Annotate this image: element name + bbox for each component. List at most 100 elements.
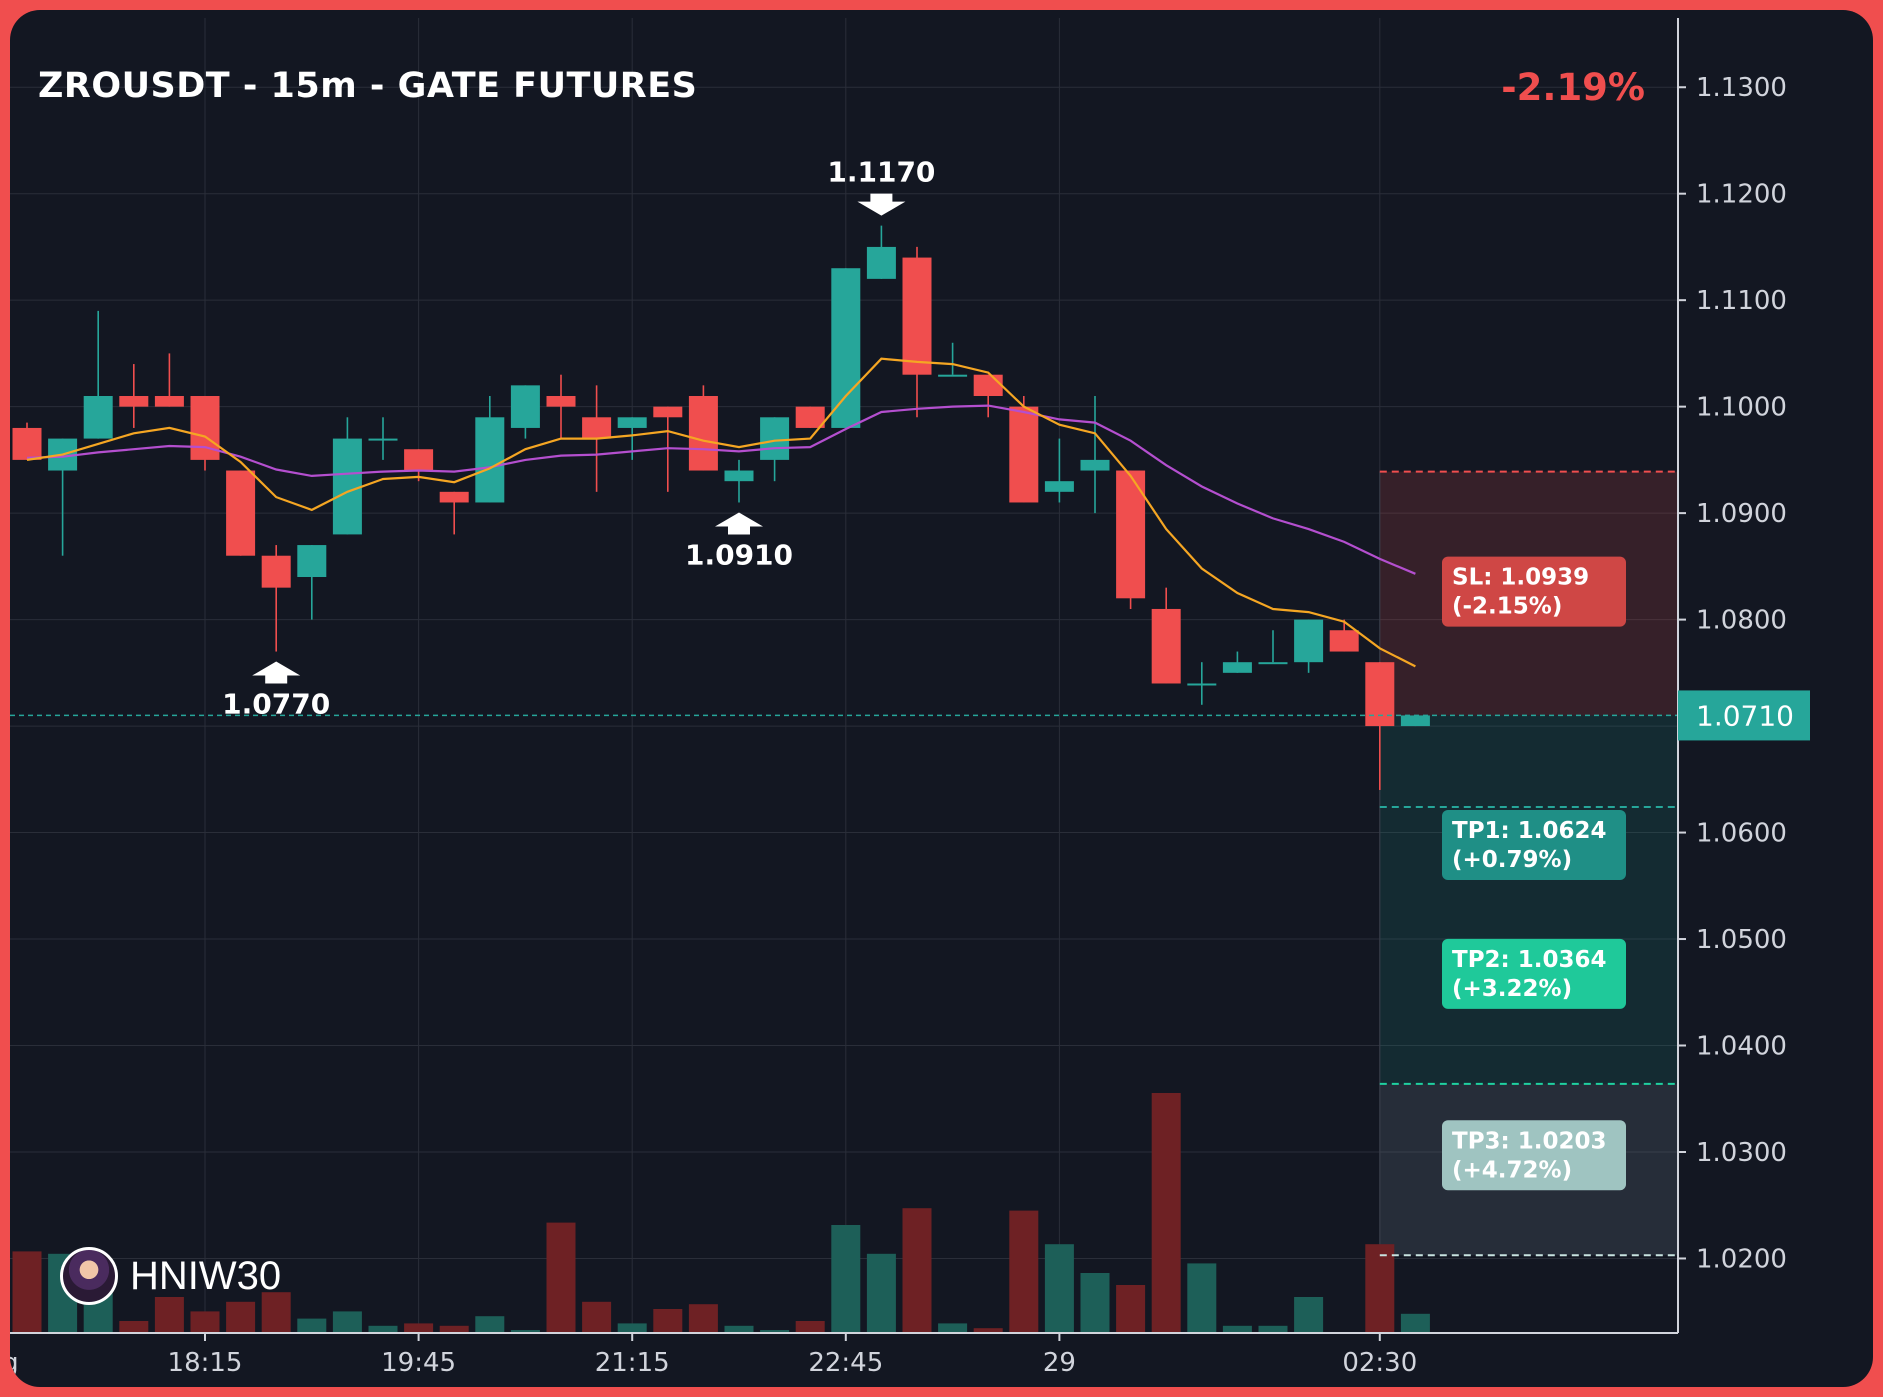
volume-bar [297, 1318, 327, 1333]
volume-bar [190, 1311, 220, 1333]
volume-bar [332, 1311, 362, 1333]
level-label-text: SL: 1.0939 [1452, 565, 1589, 591]
volume-bar [510, 1330, 540, 1333]
y-tick-label: 1.0500 [1696, 925, 1787, 955]
level-label-box [1442, 938, 1626, 1009]
candle-body [831, 268, 861, 428]
level-label-sub: (-2.15%) [1452, 594, 1562, 620]
x-tick-label: 18:15 [168, 1348, 243, 1378]
y-tick-label: 1.1200 [1696, 180, 1787, 210]
candle-body [617, 417, 647, 428]
level-label-box [1442, 556, 1626, 627]
level-label-text: TP3: 1.0203 [1452, 1128, 1607, 1154]
candle-body [866, 246, 896, 279]
volume-bar [12, 1251, 42, 1333]
volume-bar [226, 1301, 256, 1333]
volume-bar [973, 1328, 1003, 1333]
candle-body [119, 395, 149, 407]
x-tick-label: 29 [1043, 1348, 1076, 1378]
candle-body [582, 417, 612, 439]
volume-bar [724, 1325, 754, 1333]
take-profit-zone [1379, 715, 1678, 1084]
volume-bar [546, 1222, 576, 1333]
candle-body [404, 449, 434, 471]
candle-body [724, 470, 754, 482]
volume-bar [831, 1225, 861, 1333]
marker-up-arrow [252, 661, 301, 684]
candle-body [1187, 683, 1217, 686]
volume-bar [617, 1323, 647, 1333]
x-tick-label: ug [10, 1348, 19, 1378]
candle-body [1258, 662, 1288, 665]
level-label-text: TP2: 1.0364 [1452, 947, 1607, 973]
candle-body [12, 427, 42, 460]
y-tick-label: 1.0300 [1696, 1138, 1787, 1168]
avatar [60, 1247, 118, 1305]
candle-body [332, 438, 362, 535]
chart-title: ZROUSDT - 15m - GATE FUTURES [38, 66, 698, 106]
marker-label: 1.1170 [827, 156, 935, 189]
volume-bar [261, 1292, 291, 1333]
volume-bar [1258, 1325, 1288, 1333]
volume-bar [154, 1297, 184, 1333]
candle-body [1151, 608, 1181, 684]
volume-bar [1294, 1297, 1324, 1333]
volume-bar [1080, 1273, 1110, 1333]
volume-bar [1222, 1325, 1252, 1333]
y-tick-label: 1.0200 [1696, 1244, 1787, 1274]
level-label-box [1442, 1120, 1626, 1191]
volume-bar [938, 1323, 968, 1333]
candle-body [1009, 406, 1039, 503]
marker-down-arrow [857, 193, 906, 216]
candle-body [938, 374, 968, 377]
x-tick-label: 19:45 [381, 1348, 456, 1378]
candle-body [795, 406, 825, 428]
marker-label: 1.0770 [222, 688, 330, 721]
volume-bar [1400, 1313, 1430, 1333]
candle-body [475, 417, 505, 503]
candle-body [902, 257, 932, 375]
candle-body [1400, 715, 1430, 727]
candle-body [226, 470, 256, 556]
chart-frame: SL: 1.0939 (-2.15%) TP1: 1.0624 (+0.79%) TP2… [10, 10, 1873, 1387]
marker-label: 1.0910 [685, 538, 793, 571]
candle-body [368, 438, 398, 441]
candle-body [760, 417, 790, 460]
level-label-text: TP1: 1.0624 [1452, 818, 1607, 844]
y-tick-label: 1.0800 [1696, 606, 1787, 636]
level-label-sub: (+3.22%) [1452, 976, 1572, 1002]
volume-bar [1187, 1263, 1217, 1333]
candle-body [83, 395, 113, 439]
brand-name: HNIW30 [130, 1253, 282, 1298]
y-tick-label: 1.1100 [1696, 286, 1787, 316]
y-tick-label: 1.0600 [1696, 819, 1787, 849]
volume-bar [902, 1208, 932, 1333]
candle-body [1365, 662, 1395, 727]
y-tick-label: 1.0400 [1696, 1032, 1787, 1062]
candle-body [653, 406, 683, 418]
brand-watermark: HNIW30 [60, 1247, 281, 1305]
y-tick-label: 1.0900 [1696, 499, 1787, 529]
candle-body [973, 374, 1003, 396]
candle-body [1222, 662, 1252, 673]
volume-bar [795, 1321, 825, 1333]
current-price-label: 1.0710 [1696, 699, 1794, 732]
volume-bar [475, 1316, 505, 1333]
price-change-badge: -2.19% [1501, 66, 1645, 109]
candle-body [1294, 619, 1324, 663]
price-chart[interactable]: SL: 1.0939 (-2.15%) TP1: 1.0624 (+0.79%) TP2… [10, 10, 1873, 1387]
volume-bar [1009, 1210, 1039, 1333]
ema-fast-line [26, 357, 1416, 668]
y-tick-label: 1.1300 [1696, 73, 1787, 103]
level-label-sub: (+0.79%) [1452, 847, 1572, 873]
level-label-sub: (+4.72%) [1452, 1157, 1572, 1183]
candle-body [688, 395, 718, 471]
level-label-box [1442, 810, 1626, 880]
candle-body [1044, 481, 1074, 492]
volume-bar [1116, 1285, 1146, 1333]
volume-bar [368, 1325, 398, 1333]
volume-bar [866, 1253, 896, 1333]
candle-body [154, 395, 184, 407]
x-tick-label: 21:15 [595, 1348, 670, 1378]
candle-body [546, 395, 576, 407]
